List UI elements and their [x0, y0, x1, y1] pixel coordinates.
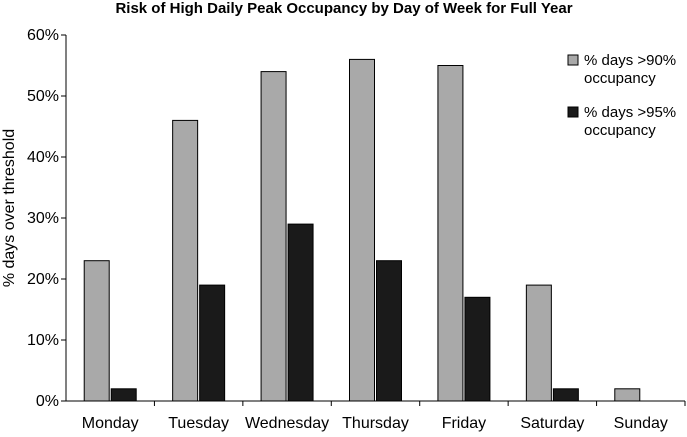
- legend-label: occupancy: [584, 122, 656, 139]
- bar: [260, 71, 287, 402]
- x-tick-label: Monday: [82, 415, 139, 432]
- bar: [287, 223, 314, 402]
- legend-label: % days >90%: [584, 52, 676, 69]
- bar: [172, 119, 199, 402]
- x-tick-label: Wednesday: [245, 415, 329, 432]
- x-tick-label: Thursday: [342, 415, 409, 432]
- y-tick-label: 60%: [27, 27, 59, 44]
- y-tick-label: 20%: [27, 271, 59, 288]
- bar: [464, 296, 491, 402]
- x-tick-label: Sunday: [614, 415, 668, 432]
- x-tick-label: Saturday: [520, 415, 584, 432]
- bar: [199, 284, 226, 402]
- x-tick-label: Friday: [442, 415, 486, 432]
- bar: [110, 388, 137, 402]
- plot-area: 0% 10% 20% 30% 40% 50% 60% Monday Tuesday Wednesd…: [27, 27, 686, 432]
- legend-label: % days >95%: [584, 104, 676, 121]
- y-tick-label: 10%: [27, 332, 59, 349]
- legend-swatch: [567, 106, 579, 118]
- y-axis-label: % days over threshold: [1, 129, 18, 287]
- bar: [349, 58, 375, 402]
- y-tick-label: 30%: [27, 210, 59, 227]
- legend: % days >90%occupancy% days >95%occupancy: [567, 52, 676, 139]
- x-tick-label: Tuesday: [168, 415, 229, 432]
- bar: [376, 260, 402, 402]
- y-tick-label: 50%: [27, 88, 59, 105]
- bar: [614, 388, 641, 402]
- bar: [83, 260, 110, 402]
- bar: [552, 388, 579, 402]
- y-tick-label: 0%: [36, 393, 59, 410]
- legend-label: occupancy: [584, 70, 656, 87]
- bar: [525, 284, 552, 402]
- y-tick-label: 40%: [27, 149, 59, 166]
- legend-swatch: [567, 54, 579, 66]
- bar: [437, 65, 464, 402]
- chart-title: Risk of High Daily Peak Occupancy by Day…: [115, 0, 572, 17]
